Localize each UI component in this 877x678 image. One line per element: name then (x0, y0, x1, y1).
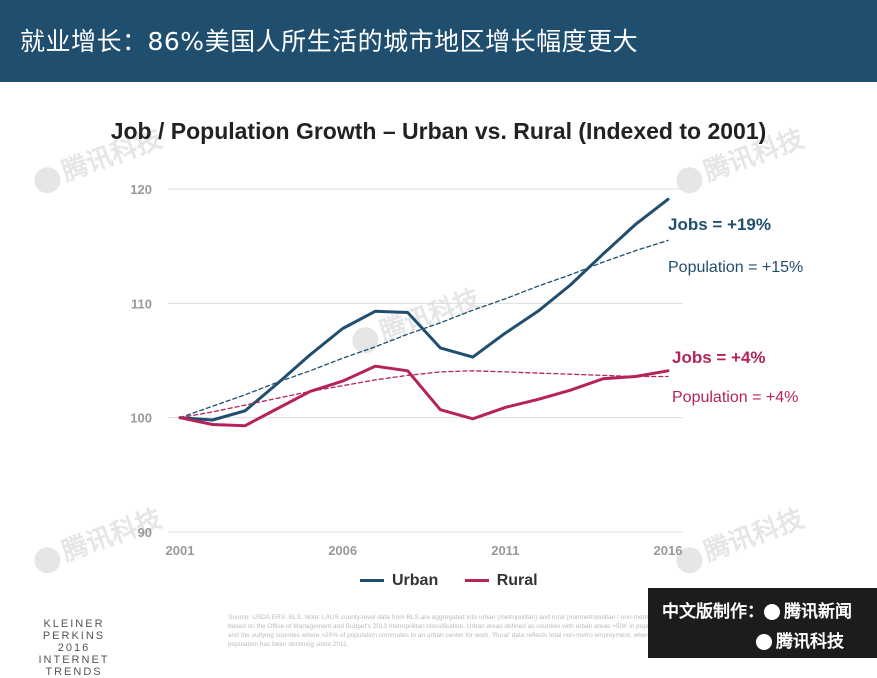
series-line-trend-rural-dashed (179, 370, 669, 419)
y-tick-label: 100 (130, 411, 152, 426)
header-bar: 就业增长：86%美国人所生活的城市地区增长幅度更大 (0, 0, 877, 82)
legend-item-rural: Rural (464, 571, 538, 590)
legend-label-rural: Rural (496, 571, 538, 589)
credit-tech-name: 腾讯科技 (776, 632, 844, 652)
tencent-logo-icon (756, 634, 772, 650)
kleiner-perkins-logo: KLEINER PERKINS 2016 INTERNET TRENDS (10, 618, 138, 678)
x-tick-label: 2011 (491, 543, 519, 558)
credit-prefix: 中文版制作： (662, 602, 764, 622)
page-title: 就业增长：86%美国人所生活的城市地区增长幅度更大 (20, 27, 639, 56)
x-tick-label: 2016 (654, 543, 683, 558)
legend-swatch-rural (464, 579, 489, 582)
tencent-logo-icon (764, 604, 780, 620)
annotation-label: Population = +4% (672, 389, 798, 406)
x-tick-label: 2006 (328, 543, 357, 558)
annotation-label: Jobs = +4% (672, 348, 766, 367)
line-chart: 120 110 100 90 2001 2006 2011 2016 Jobs = +19% Po… (130, 182, 803, 558)
y-tick-label: 90 (138, 525, 152, 540)
series-line-urban (178, 197, 670, 422)
series-line-trend-urban-dashed (179, 239, 669, 419)
legend-swatch-urban (360, 579, 384, 582)
legend-label-urban: Urban (392, 571, 439, 589)
y-tick-label: 110 (131, 296, 152, 311)
source-note: Source: USDA ERS, BLS. Note: LAUS county… (228, 614, 668, 648)
annotation-label: Population = +15% (668, 259, 803, 276)
series-line-rural (178, 364, 670, 428)
credit-line-news: 中文版制作： 腾讯新闻 (662, 597, 852, 622)
kp-logo-line: 2016 (57, 642, 91, 654)
credit-line-tech: 腾讯科技 (756, 627, 844, 652)
x-tick-label: 2001 (166, 543, 195, 558)
y-tick-label: 120 (130, 182, 152, 197)
credit-news-name: 腾讯新闻 (784, 602, 852, 622)
chart-legend: Urban Rural (360, 569, 560, 590)
annotation-label: Jobs = +19% (668, 215, 771, 234)
chart-title: Job / Population Growth – Urban vs. Rura… (110, 118, 767, 144)
kp-logo-line: KLEINER PERKINS (42, 618, 106, 642)
legend-item-urban: Urban (360, 572, 438, 590)
